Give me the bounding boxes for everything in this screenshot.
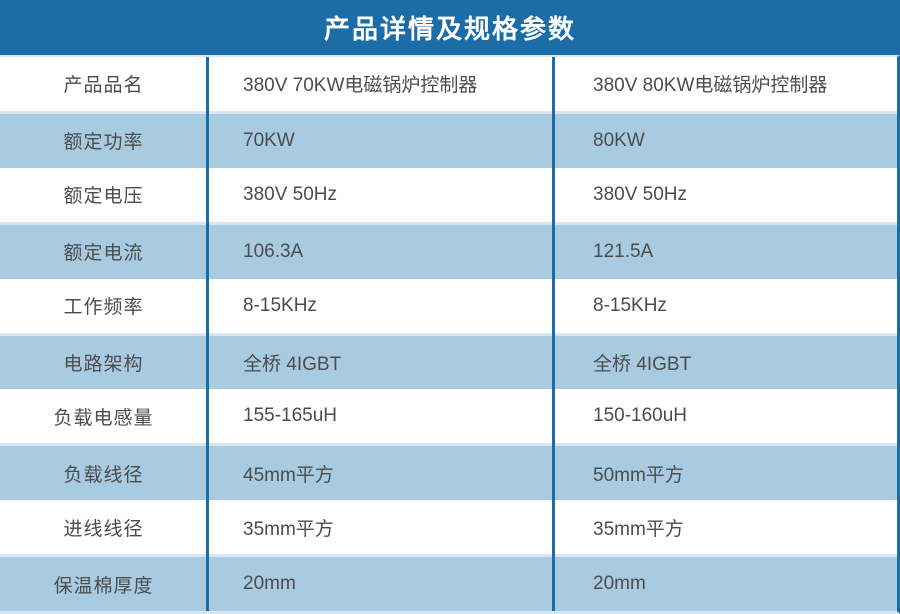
row-label: 负载电感量 (53, 407, 154, 429)
product2-value: 全桥 4IGBT (593, 353, 692, 375)
title-band: 产品详情及规格参数 (0, 0, 900, 55)
column-divider-2 (552, 57, 555, 611)
product2-value: 121.5A (593, 240, 654, 262)
product2-value: 35mm平方 (593, 518, 684, 540)
product1-value: 35mm平方 (243, 518, 334, 540)
product1-value: 45mm平方 (243, 464, 334, 486)
product1-value: 106.3A (243, 240, 304, 262)
product2-value: 80KW (593, 129, 645, 151)
row-label: 负载线径 (63, 464, 144, 486)
table-row: 负载电感量 155-165uH 150-160uH (0, 389, 897, 444)
row-label: 进线线径 (63, 518, 144, 540)
product2-value: 8-15KHz (593, 294, 667, 316)
spec-table: 产品品名 380V 70KW电磁锅炉控制器 380V 80KW电磁锅炉控制器 额… (0, 55, 900, 614)
table-row: 工作频率 8-15KHz 8-15KHz (0, 278, 897, 333)
table-row: 负载线径 45mm平方 50mm平方 (0, 443, 897, 501)
product1-value: 155-165uH (243, 405, 338, 427)
product1-value: 8-15KHz (243, 294, 317, 316)
table-row: 产品品名 380V 70KW电磁锅炉控制器 380V 80KW电磁锅炉控制器 (0, 57, 897, 111)
product1-value: 20mm (243, 573, 296, 595)
table-row: 额定功率 70KW 80KW (0, 110, 897, 168)
column-divider-1 (206, 57, 209, 611)
row-label: 额定电压 (63, 186, 144, 208)
row-label: 保温棉厚度 (53, 575, 154, 597)
row-label: 额定电流 (63, 243, 144, 265)
table-row: 进线线径 35mm平方 35mm平方 (0, 500, 897, 555)
table-row: 额定电流 106.3A 121.5A (0, 221, 897, 279)
product1-value: 380V 70KW电磁锅炉控制器 (243, 75, 478, 97)
row-label: 产品品名 (63, 75, 144, 97)
table-row: 额定电压 380V 50Hz 380V 50Hz (0, 167, 897, 222)
product1-value: 380V 50Hz (243, 183, 338, 205)
product2-value: 380V 50Hz (593, 183, 688, 205)
row-label: 额定功率 (63, 132, 144, 154)
row-label: 工作频率 (63, 297, 144, 319)
product2-value: 20mm (593, 573, 646, 595)
product2-value: 50mm平方 (593, 464, 684, 486)
page-title: 产品详情及规格参数 (323, 14, 576, 44)
table-row: 电路架构 全桥 4IGBT 全桥 4IGBT (0, 332, 897, 390)
product1-value: 全桥 4IGBT (243, 353, 342, 375)
product2-value: 380V 80KW电磁锅炉控制器 (593, 75, 828, 97)
product2-value: 150-160uH (593, 405, 688, 427)
product1-value: 70KW (243, 129, 295, 151)
row-label: 电路架构 (63, 353, 144, 375)
table-row: 保温棉厚度 20mm 20mm (0, 554, 897, 612)
